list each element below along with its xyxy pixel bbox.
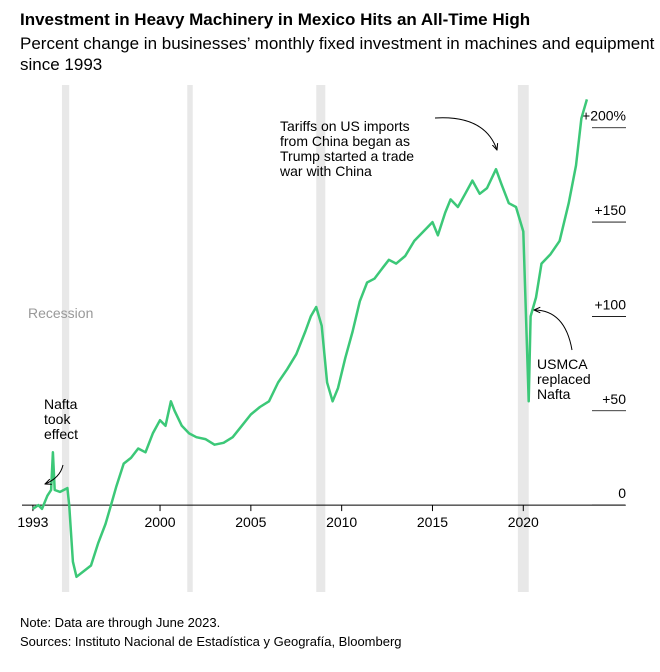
annotation: from China began as xyxy=(280,133,410,149)
annotation: USMCA xyxy=(537,356,588,372)
arrow xyxy=(434,117,497,150)
annotation: took xyxy=(44,411,71,427)
x-tick-label: 2005 xyxy=(235,514,266,530)
y-tick-label: +150 xyxy=(594,202,626,218)
x-tick-label: 1993 xyxy=(17,514,48,530)
note: Sources: Instituto Nacional de Estadísti… xyxy=(20,634,402,649)
recession-band xyxy=(517,85,529,592)
recession-label: Recession xyxy=(28,305,93,321)
annotation: Nafta xyxy=(537,386,571,402)
arrow xyxy=(534,310,573,351)
line xyxy=(32,99,589,579)
annotation: Nafta xyxy=(44,396,78,412)
recession-band xyxy=(61,85,70,592)
annotation: effect xyxy=(44,426,78,442)
recession-band xyxy=(187,85,193,592)
recession-band xyxy=(316,85,326,592)
annotation: war with China xyxy=(279,163,372,179)
y-tick-label: +200% xyxy=(582,108,626,124)
annotation: Trump started a trade xyxy=(280,148,414,164)
chart-title: Investment in Heavy Machinery in Mexico … xyxy=(20,10,530,29)
x-tick-label: 2015 xyxy=(417,514,448,530)
annotation: replaced xyxy=(537,371,591,387)
arrow xyxy=(45,464,64,484)
chart-subtitle: Percent change in businesses’ monthly fi… xyxy=(20,34,655,74)
note: Note: Data are through June 2023. xyxy=(20,615,220,630)
y-tick-label: 0 xyxy=(618,485,626,501)
x-tick-label: 2000 xyxy=(144,514,175,530)
annotation: Tariffs on US imports xyxy=(280,118,410,134)
x-tick-label: 2010 xyxy=(326,514,357,530)
y-tick-label: +50 xyxy=(602,391,626,407)
x-tick-label: 2020 xyxy=(508,514,539,530)
y-tick-label: +100 xyxy=(594,296,626,312)
